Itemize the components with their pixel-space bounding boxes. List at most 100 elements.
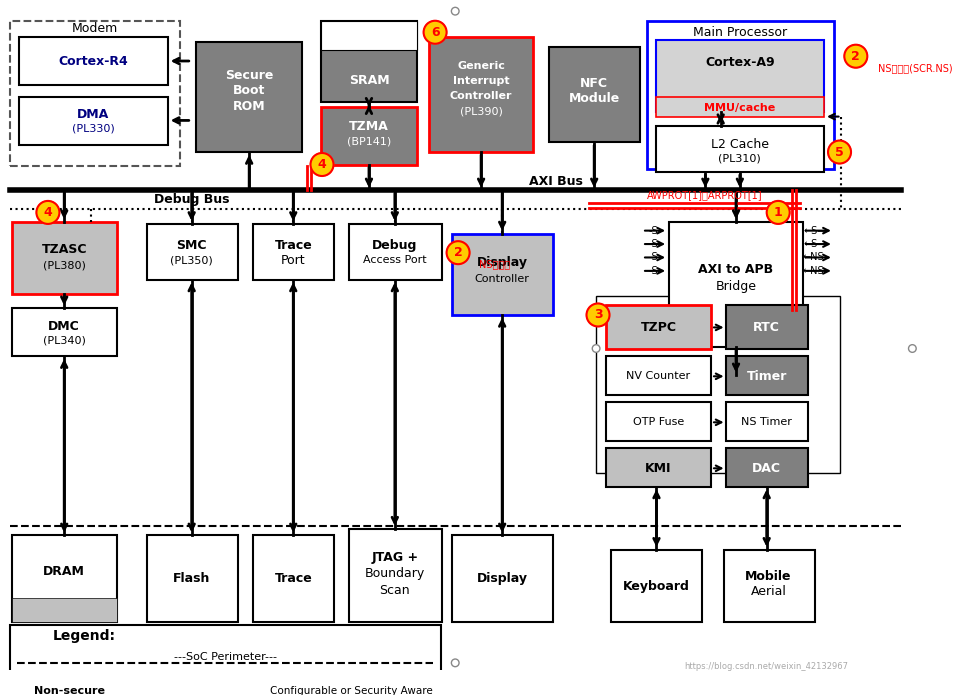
Bar — [10, 625, 441, 695]
Bar — [11, 309, 117, 356]
Text: Non-secure: Non-secure — [34, 686, 105, 695]
Bar — [605, 305, 711, 348]
Bar — [321, 21, 417, 102]
Text: Modem: Modem — [72, 22, 118, 35]
Text: Controller: Controller — [475, 274, 530, 284]
Text: 5: 5 — [835, 145, 844, 158]
Text: 2: 2 — [454, 246, 463, 259]
Text: 4: 4 — [43, 206, 53, 219]
Text: ←S—: ←S— — [804, 239, 828, 249]
Text: Scan: Scan — [379, 584, 410, 596]
Text: SMC: SMC — [176, 238, 207, 252]
Bar — [321, 21, 417, 49]
Bar — [17, 673, 123, 695]
Text: Trace: Trace — [274, 238, 312, 252]
Text: ROM: ROM — [233, 99, 265, 113]
Text: (PL330): (PL330) — [72, 123, 114, 133]
Text: Secure: Secure — [225, 69, 273, 82]
Text: Boot: Boot — [233, 84, 265, 97]
Bar — [605, 402, 711, 441]
Text: L2 Cache: L2 Cache — [711, 138, 769, 151]
Bar — [656, 126, 824, 172]
Bar — [656, 97, 824, 117]
Text: Boundary: Boundary — [365, 567, 425, 580]
Text: NS比特位: NS比特位 — [479, 259, 511, 269]
Bar — [266, 673, 437, 695]
Circle shape — [586, 304, 609, 327]
Text: SRAM: SRAM — [349, 74, 389, 87]
Bar — [726, 448, 808, 486]
Circle shape — [451, 8, 459, 15]
Bar — [147, 535, 238, 621]
Bar — [349, 529, 442, 621]
Text: (PL340): (PL340) — [43, 336, 85, 346]
Bar — [596, 296, 840, 473]
Text: (PL350): (PL350) — [171, 255, 213, 265]
Text: Legend:: Legend: — [53, 629, 116, 643]
Circle shape — [451, 659, 459, 667]
Text: Display: Display — [477, 256, 528, 269]
Text: JTAG +: JTAG + — [372, 551, 419, 564]
Bar — [147, 224, 238, 279]
Text: KMI: KMI — [645, 461, 672, 475]
Text: 1: 1 — [774, 206, 783, 219]
Text: Cortex-A9: Cortex-A9 — [705, 56, 775, 70]
Text: Port: Port — [281, 254, 306, 267]
Circle shape — [310, 153, 333, 176]
Text: AWPROT[1]和ARPROT[1]: AWPROT[1]和ARPROT[1] — [647, 190, 763, 200]
Text: NS Timer: NS Timer — [741, 417, 792, 427]
Bar — [253, 224, 334, 279]
Bar — [349, 224, 442, 279]
Bar — [611, 550, 702, 621]
Circle shape — [36, 201, 59, 224]
Text: ←NS-: ←NS- — [803, 266, 828, 276]
Bar — [605, 356, 711, 395]
Bar — [196, 42, 302, 152]
Circle shape — [844, 44, 867, 67]
Bar — [429, 37, 533, 152]
Text: (PL390): (PL390) — [460, 107, 503, 117]
Text: Controller: Controller — [450, 92, 513, 101]
Text: ←S—: ←S— — [804, 226, 828, 236]
Text: Configurable or Security Aware: Configurable or Security Aware — [270, 686, 433, 695]
Text: Trace: Trace — [274, 572, 312, 585]
Circle shape — [592, 345, 600, 352]
Text: 3: 3 — [594, 309, 603, 322]
Text: Debug: Debug — [372, 238, 418, 252]
Bar — [723, 550, 814, 621]
Text: AXI Bus: AXI Bus — [529, 175, 582, 188]
Text: Flash: Flash — [173, 572, 211, 585]
Text: -S-: -S- — [649, 252, 662, 263]
Text: MMU/cache: MMU/cache — [704, 103, 775, 113]
Text: Cortex-R4: Cortex-R4 — [58, 54, 127, 67]
Text: (BP141): (BP141) — [347, 136, 391, 147]
Bar — [10, 21, 180, 166]
Text: Main Processor: Main Processor — [693, 26, 787, 39]
Circle shape — [423, 21, 446, 44]
Text: 4: 4 — [318, 158, 327, 171]
Bar — [142, 673, 247, 695]
Text: Secure: Secure — [173, 686, 217, 695]
Text: Aerial: Aerial — [751, 585, 787, 598]
Text: Bridge: Bridge — [716, 279, 757, 293]
Text: Debug Bus: Debug Bus — [154, 193, 229, 206]
Text: ---SoC Perimeter---: ---SoC Perimeter--- — [173, 652, 277, 662]
Text: Mobile: Mobile — [745, 570, 792, 583]
Text: DRAM: DRAM — [43, 565, 85, 578]
Text: DMA: DMA — [77, 108, 109, 121]
Text: -S-: -S- — [649, 266, 662, 276]
Text: -S-: -S- — [649, 226, 662, 236]
Text: Interrupt: Interrupt — [453, 76, 510, 86]
Text: Generic: Generic — [457, 60, 505, 71]
Text: Display: Display — [477, 572, 528, 585]
Bar — [11, 535, 117, 621]
Text: RTC: RTC — [753, 321, 780, 334]
Text: Timer: Timer — [746, 370, 787, 383]
Text: TZMA: TZMA — [349, 120, 389, 133]
Bar — [452, 234, 553, 315]
Text: Module: Module — [568, 92, 620, 105]
Bar — [726, 402, 808, 441]
Text: -S-: -S- — [649, 239, 662, 249]
Bar — [19, 97, 168, 145]
Bar — [253, 535, 334, 621]
